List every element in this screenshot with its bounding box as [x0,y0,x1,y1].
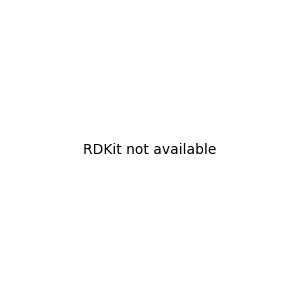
Text: RDKit not available: RDKit not available [83,143,217,157]
